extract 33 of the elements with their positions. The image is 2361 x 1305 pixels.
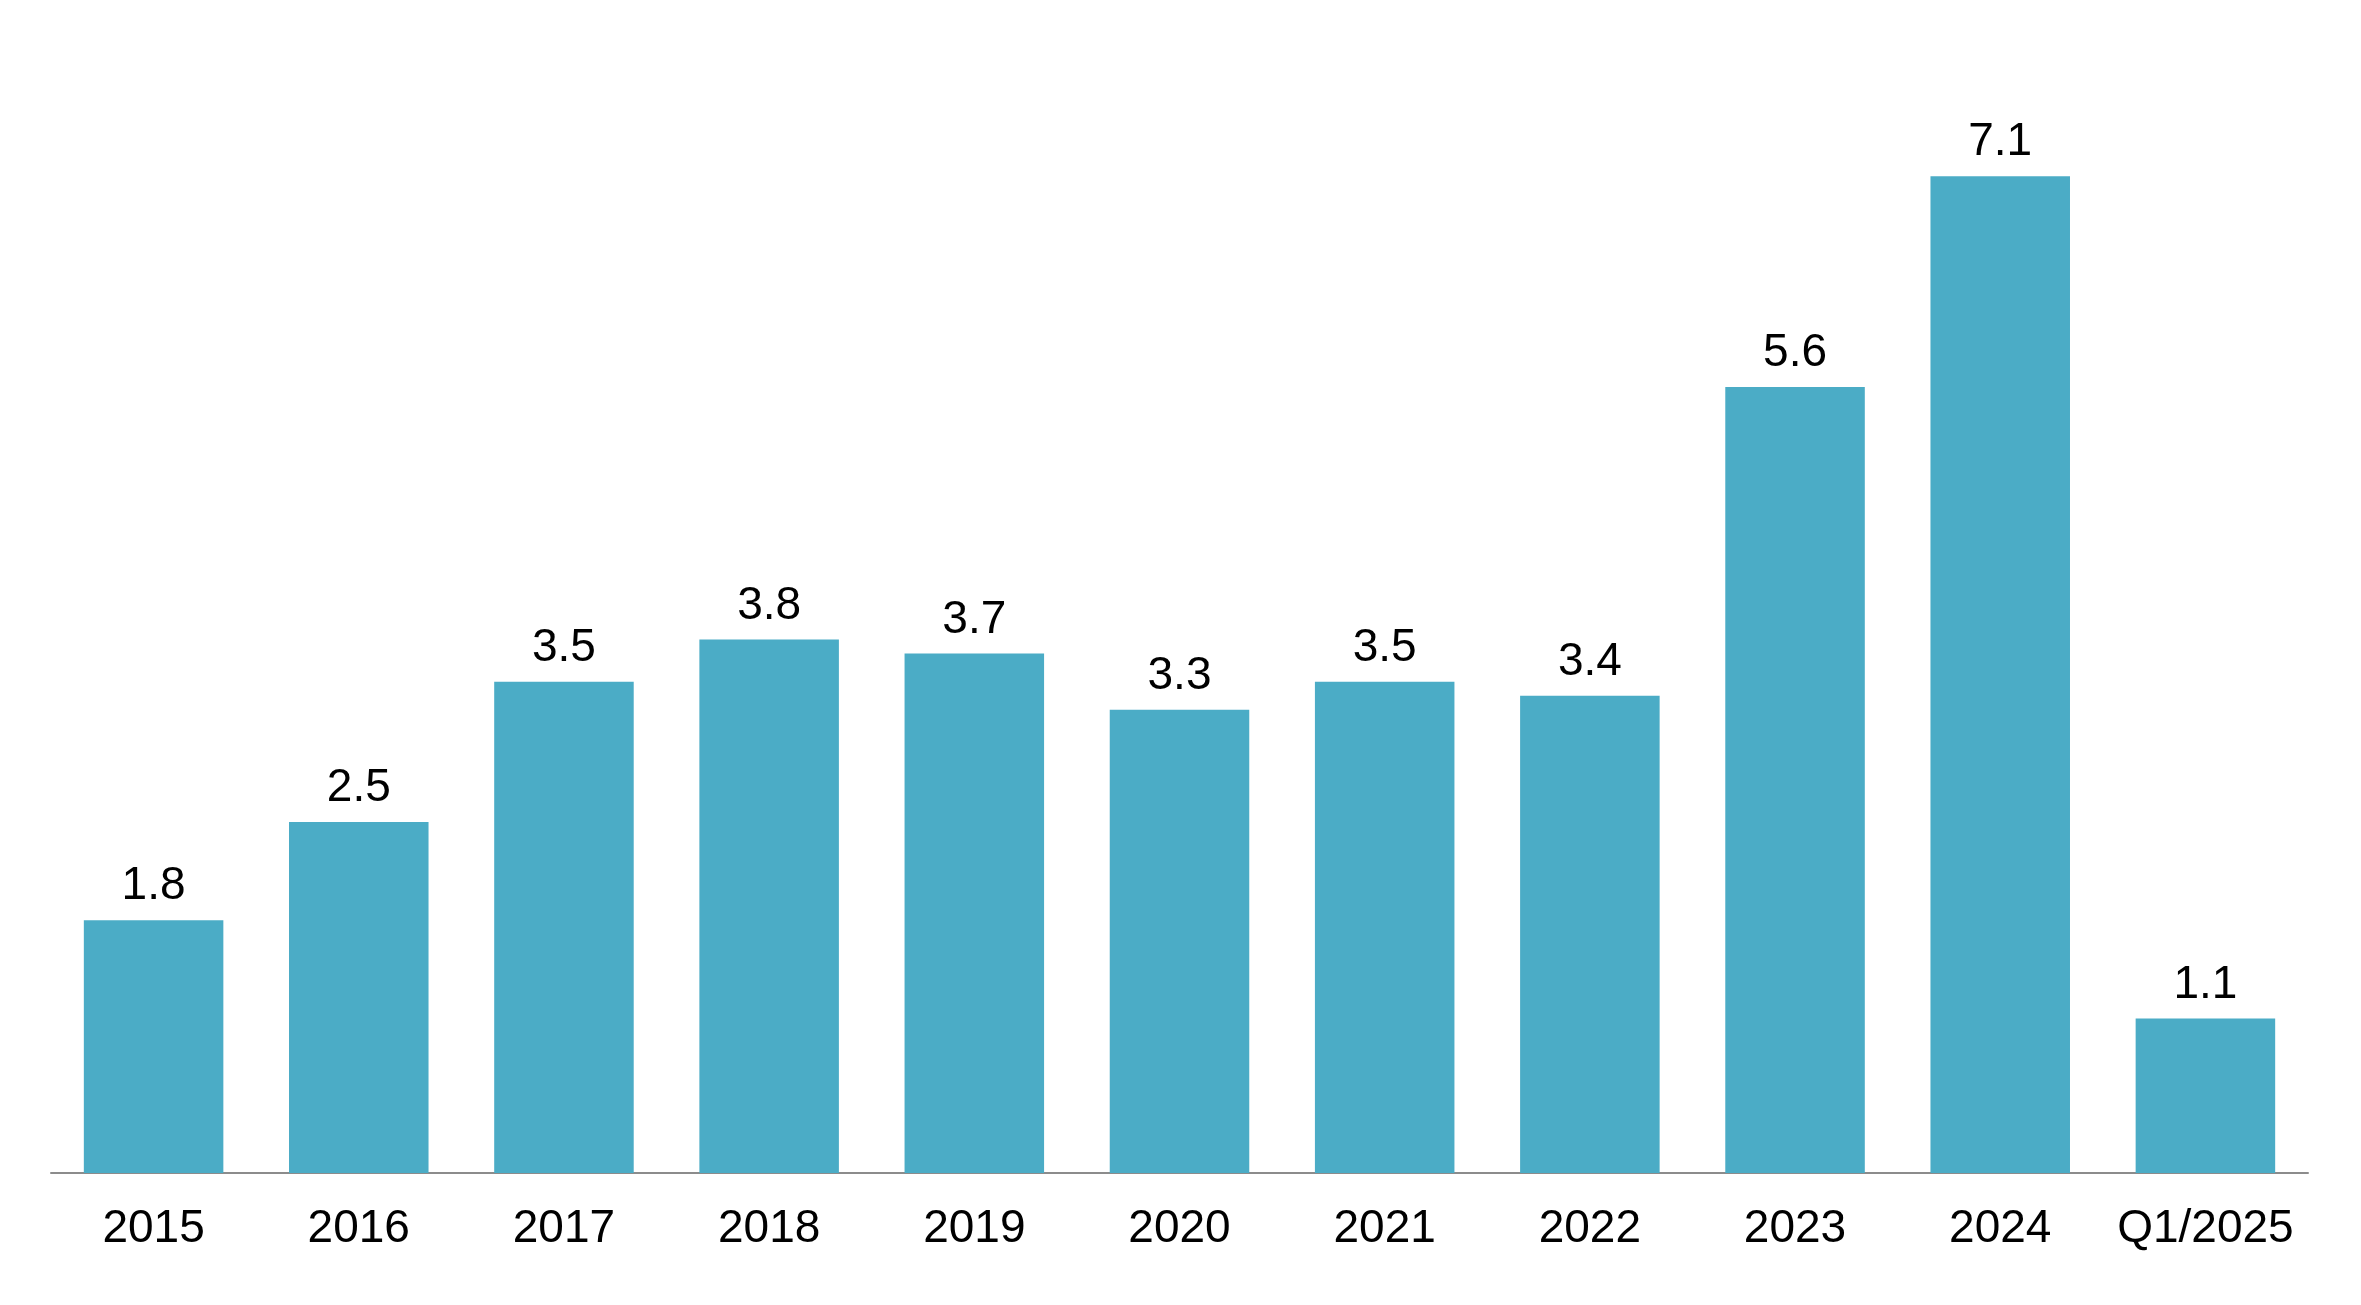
- data-label: 2.5: [326, 759, 391, 812]
- bar: [494, 681, 634, 1173]
- x-tick-label: 2018: [717, 1200, 821, 1252]
- data-label: 3.5: [1352, 618, 1417, 671]
- x-tick-label: 2015: [102, 1200, 205, 1252]
- bar: [1930, 176, 2070, 1173]
- x-tick-label: 2023: [1743, 1200, 1847, 1252]
- bar: [904, 653, 1045, 1173]
- data-label: 3.5: [531, 618, 596, 671]
- x-tick-label: 2019: [923, 1200, 1026, 1252]
- data-label: 1.8: [121, 857, 186, 910]
- data-label: 5.6: [1763, 323, 1828, 376]
- bar: [1109, 709, 1250, 1173]
- data-label: 3.7: [942, 590, 1007, 643]
- data-label: 7.1: [1968, 113, 2033, 166]
- data-label: 3.4: [1557, 632, 1622, 685]
- bar: [289, 822, 429, 1173]
- x-tick-label: 2022: [1538, 1200, 1642, 1252]
- data-label: 1.1: [2173, 955, 2238, 1008]
- bar: [699, 639, 839, 1173]
- bar: [83, 920, 224, 1173]
- data-label: 3.8: [737, 576, 802, 629]
- bar: [1520, 695, 1660, 1173]
- x-tick-label: 2020: [1128, 1200, 1231, 1252]
- x-tick-label: Q1/2025: [2117, 1200, 2294, 1252]
- data-label: 3.3: [1147, 646, 1212, 699]
- x-tick-label: 2024: [1949, 1200, 2052, 1252]
- x-tick-label: 2016: [307, 1200, 410, 1252]
- bar: [1725, 386, 1865, 1173]
- bar: [2135, 1018, 2276, 1173]
- x-tick-label: 2021: [1333, 1200, 1436, 1252]
- bar: [1314, 681, 1455, 1173]
- x-tick-label: 2017: [512, 1200, 616, 1252]
